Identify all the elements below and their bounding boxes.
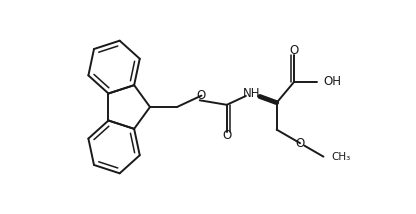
Text: NH: NH [243, 87, 260, 100]
Text: OH: OH [323, 76, 341, 88]
Text: O: O [197, 89, 206, 102]
Text: O: O [290, 45, 299, 58]
Text: O: O [295, 137, 305, 150]
Text: O: O [222, 129, 231, 142]
Text: CH₃: CH₃ [332, 152, 351, 162]
